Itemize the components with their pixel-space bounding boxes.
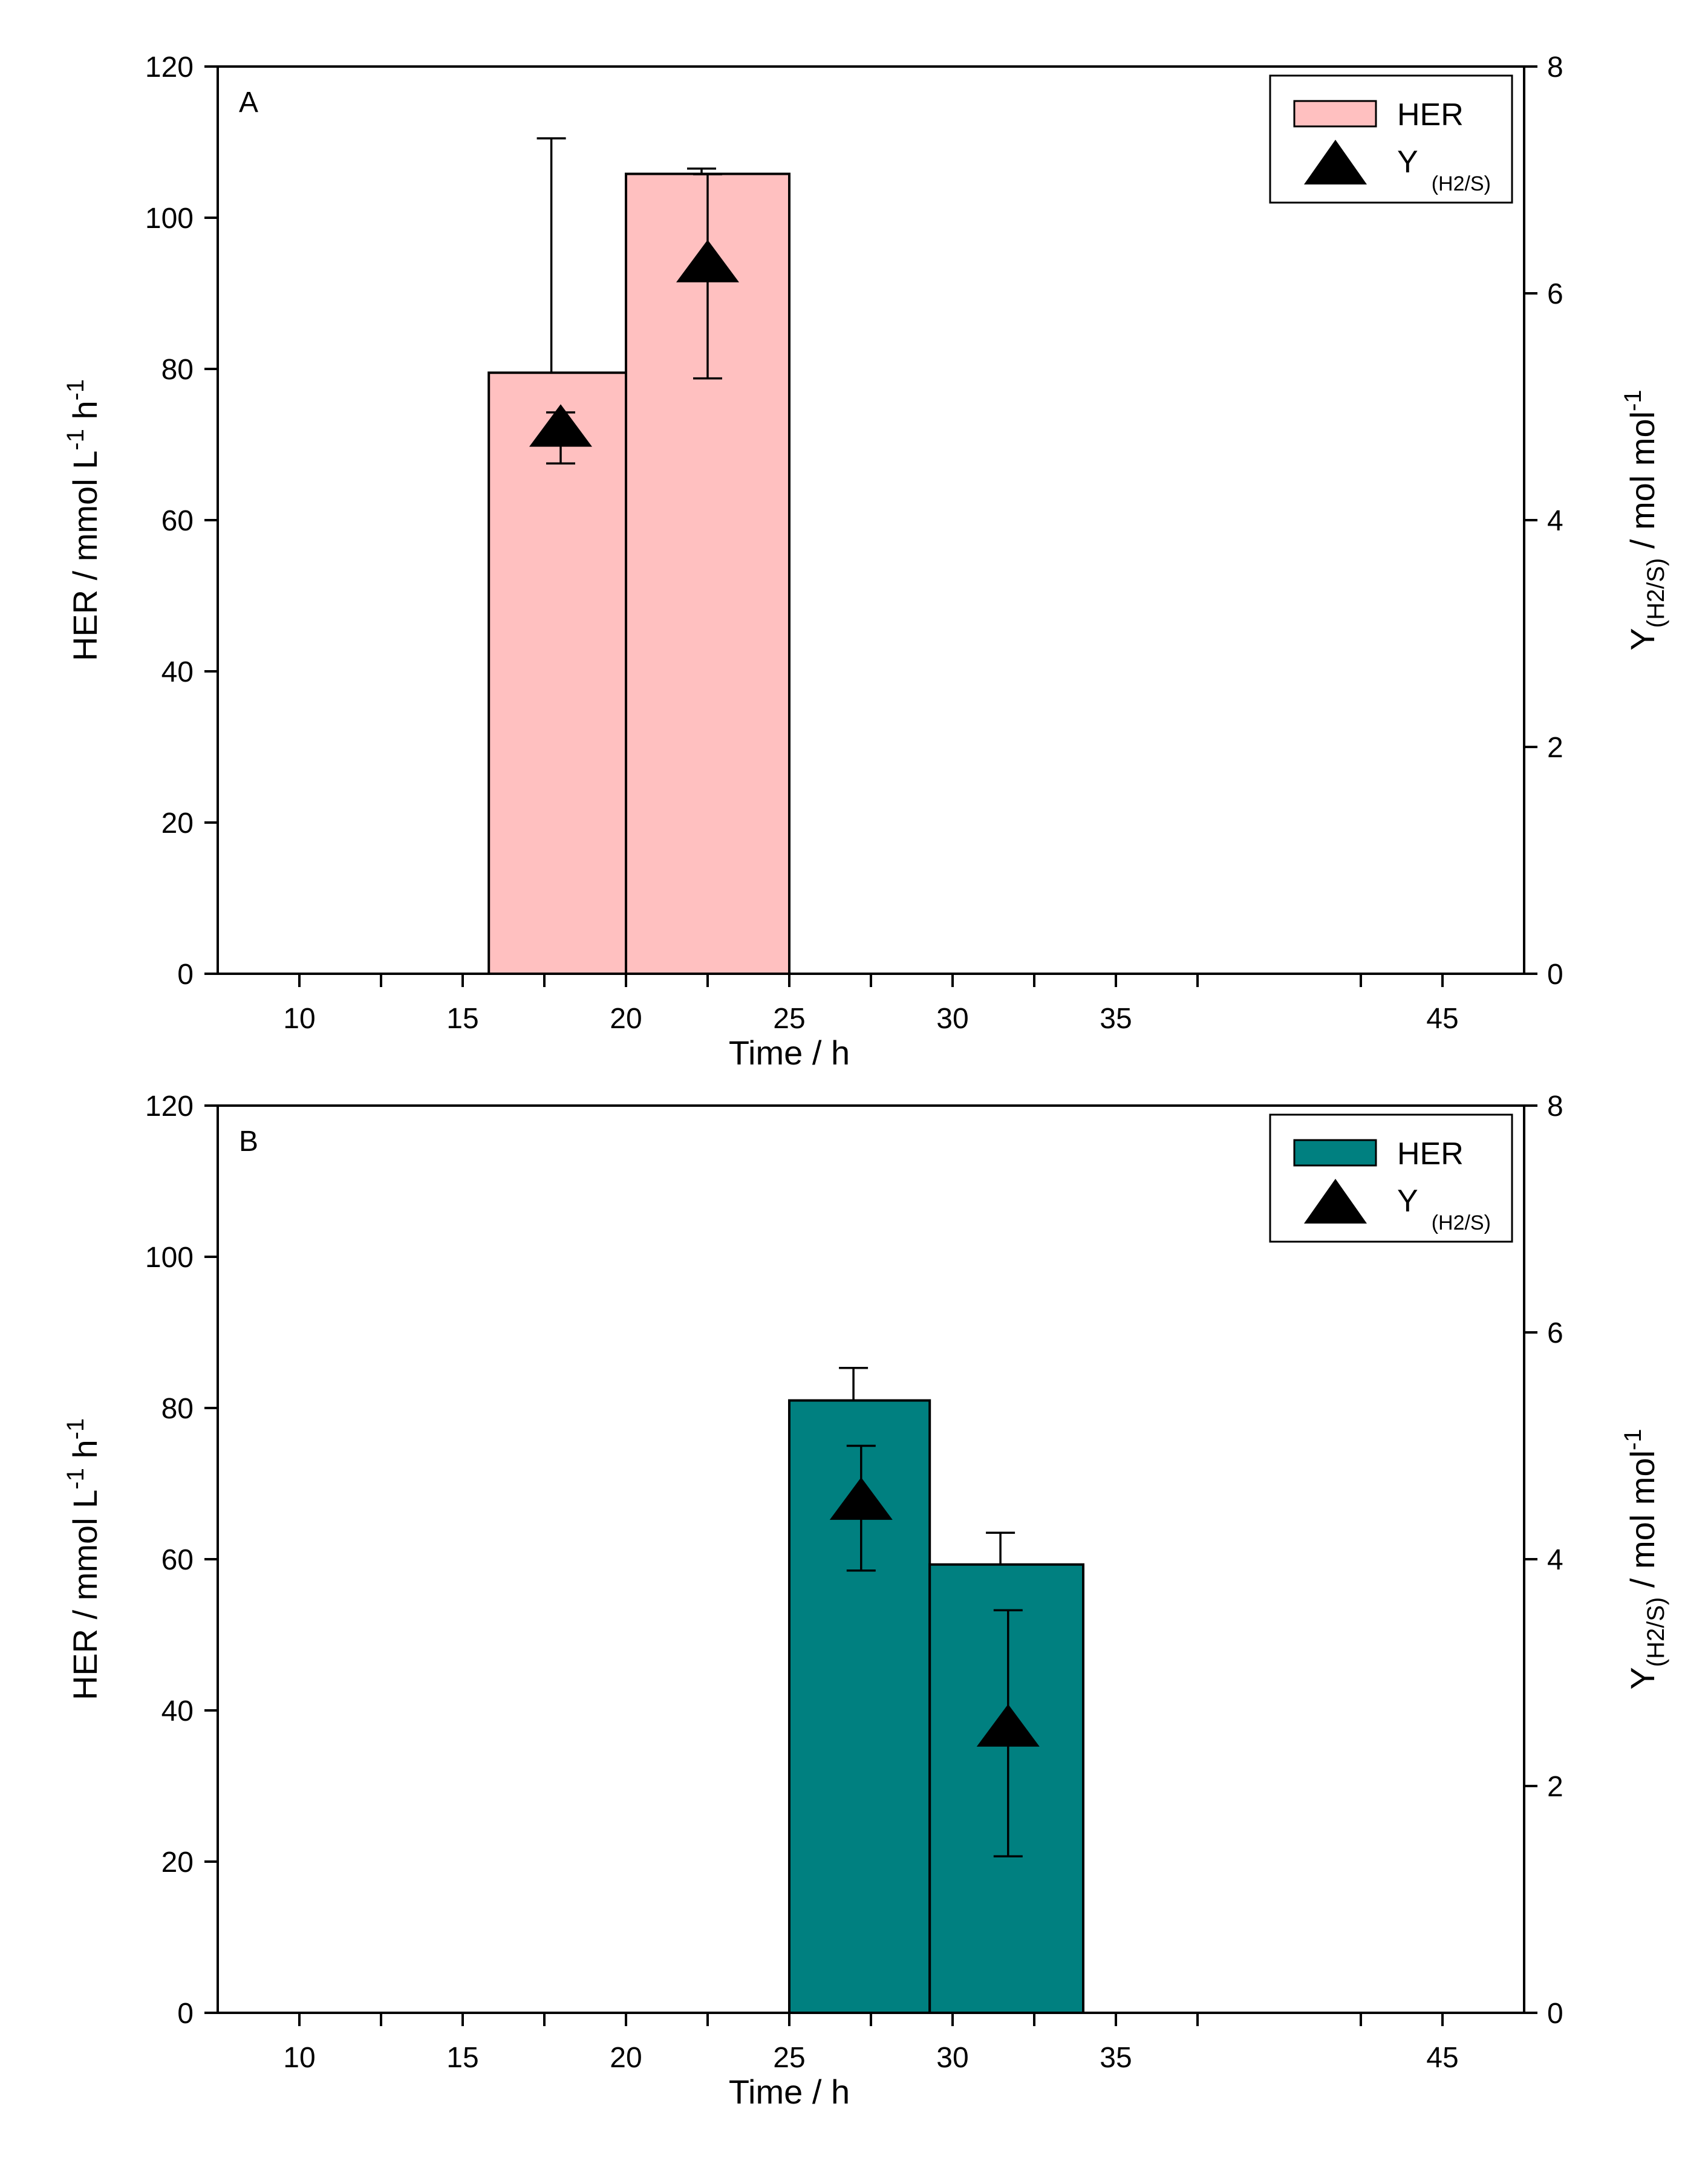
y-right-title-main: Y [1623, 1667, 1661, 1689]
y-left-tick-label: 80 [161, 1393, 194, 1425]
y-left-axis-title: HER / mmol L-1 h-1 [62, 1418, 104, 1700]
legend-bar-label: HER [1397, 1136, 1464, 1172]
legend-marker [1304, 1179, 1367, 1224]
y-right-tick-label: 4 [1547, 505, 1563, 537]
y-left-tick-label: 40 [161, 656, 194, 688]
y-left-title-mid: h [66, 400, 104, 429]
legend-marker-label: Y (H2/S) [1397, 1184, 1491, 1234]
legend-marker-label: Y (H2/S) [1397, 145, 1491, 195]
y-left-axis-title: HER / mmol L-1 h-1 [62, 379, 104, 661]
x-tick-label: 30 [936, 1003, 968, 1035]
legend-marker-sub: (H2/S) [1432, 172, 1491, 195]
y-left-title-main: HER / mmol L [66, 451, 104, 662]
y-right-tick-label: 8 [1547, 51, 1563, 83]
y-right-title-main: Y [1623, 628, 1661, 650]
y-right-tick-label: 0 [1547, 1998, 1563, 2030]
legend-marker-main: Y [1397, 1184, 1418, 1219]
x-tick-label: 20 [610, 1003, 642, 1035]
y-left-tick-label: 60 [161, 505, 194, 537]
x-tick-label: 10 [283, 2042, 315, 2074]
y-right-title-rest: / mol mol [1623, 1450, 1661, 1597]
y-right-tick-label: 2 [1547, 732, 1563, 764]
y-left-tick-label: 0 [177, 1998, 194, 2030]
legend-marker [1304, 140, 1367, 184]
y-left-tick-label: 20 [161, 807, 194, 839]
x-tick-label: 15 [446, 2042, 478, 2074]
y-left-tick-label: 100 [145, 1242, 194, 1274]
x-axis-title: Time / h [729, 2073, 850, 2111]
x-tick-label: 45 [1426, 1003, 1458, 1035]
y-left-title-sup2: -1 [62, 1418, 89, 1440]
y-right-tick-label: 0 [1547, 959, 1563, 991]
y-left-title-mid: h [66, 1439, 104, 1468]
y-left-title-sup1: -1 [62, 429, 89, 451]
x-tick-label: 35 [1100, 1003, 1132, 1035]
x-tick-label: 20 [610, 2042, 642, 2074]
y-right-tick-label: 4 [1547, 1544, 1563, 1576]
y-left-tick-label: 0 [177, 959, 194, 991]
x-tick-label: 35 [1100, 2042, 1132, 2074]
y-right-tick-label: 6 [1547, 1317, 1563, 1349]
yield-marker [829, 1477, 893, 1520]
y-left-tick-label: 80 [161, 354, 194, 386]
y-left-tick-label: 120 [145, 1090, 194, 1123]
panel-label: A [239, 86, 258, 119]
her-bar [928, 1563, 1084, 2014]
y-right-axis-title: Y(H2/S) / mol mol-1 [1620, 390, 1669, 650]
x-tick-label: 25 [773, 2042, 805, 2074]
y-left-tick-label: 100 [145, 203, 194, 235]
y-right-title-sup: -1 [1620, 390, 1646, 411]
her-bar [487, 371, 628, 975]
x-tick-label: 30 [936, 2042, 968, 2074]
y-left-tick-label: 60 [161, 1544, 194, 1576]
y-left-title-sup1: -1 [62, 1468, 89, 1490]
y-right-title-sup: -1 [1620, 1429, 1646, 1450]
y-left-tick-label: 40 [161, 1695, 194, 1727]
y-left-title-sup2: -1 [62, 379, 89, 401]
legend-bar-swatch [1293, 100, 1377, 128]
legend-bar-swatch [1293, 1139, 1377, 1167]
y-left-title-main: HER / mmol L [66, 1490, 104, 1701]
yield-marker [976, 1704, 1040, 1747]
y-left-tick-label: 20 [161, 1846, 194, 1879]
x-tick-label: 25 [773, 1003, 805, 1035]
x-tick-label: 15 [446, 1003, 478, 1035]
x-tick-label: 45 [1426, 2042, 1458, 2074]
x-axis-title: Time / h [729, 1034, 850, 1072]
yield-marker [529, 404, 592, 447]
y-right-title-sub: (H2/S) [1643, 1597, 1669, 1667]
y-right-tick-label: 6 [1547, 278, 1563, 310]
x-tick-label: 10 [283, 1003, 315, 1035]
y-right-tick-label: 8 [1547, 1090, 1563, 1123]
y-right-tick-label: 2 [1547, 1771, 1563, 1803]
y-right-title-sub: (H2/S) [1643, 558, 1669, 628]
yield-marker [676, 240, 739, 282]
y-right-axis-title: Y(H2/S) / mol mol-1 [1620, 1429, 1669, 1689]
legend-bar-label: HER [1397, 97, 1464, 132]
panel-label: B [239, 1126, 258, 1158]
y-left-tick-label: 120 [145, 51, 194, 83]
legend-marker-sub: (H2/S) [1432, 1211, 1491, 1234]
y-right-title-rest: / mol mol [1623, 411, 1661, 558]
legend-marker-main: Y [1397, 145, 1418, 180]
